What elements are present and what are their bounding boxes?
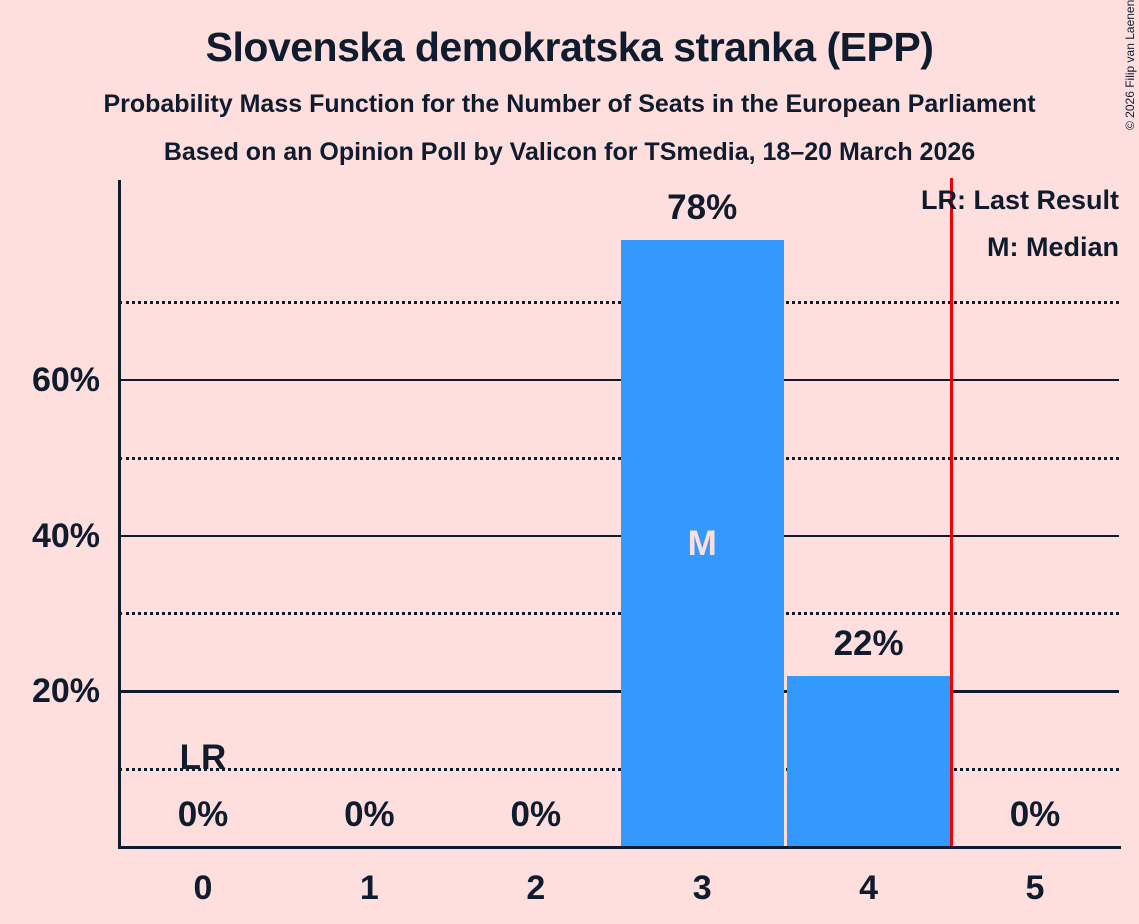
y-tick-label: 60% [31, 361, 100, 400]
y-axis [117, 180, 121, 847]
chart-subtitle: Probability Mass Function for the Number… [103, 90, 1036, 118]
last-result-line [950, 178, 954, 847]
bar-value-label: 22% [833, 623, 904, 663]
x-tick-label: 0 [193, 869, 213, 907]
chart-title: Slovenska demokratska stranka (EPP) [205, 24, 934, 70]
bar-value-label: 0% [177, 795, 229, 834]
chart-source-line: Based on an Opinion Poll by Valicon for … [163, 138, 976, 166]
legend-last-result: LR: Last Result [920, 185, 1119, 215]
x-tick-label: 3 [692, 869, 712, 907]
gridline-solid [119, 690, 1119, 693]
bar-value-label: 0% [510, 795, 562, 834]
gridline-solid [119, 534, 1119, 538]
bar [620, 240, 784, 847]
gridline-dotted [119, 456, 1119, 460]
y-tick-label: 40% [31, 516, 100, 555]
x-axis [117, 845, 1121, 849]
bar-value-label: 0% [344, 795, 395, 834]
bar-value-label: 78% [667, 188, 738, 228]
x-tick-label: 4 [859, 869, 879, 907]
x-tick-label: 5 [1025, 869, 1045, 907]
bar [787, 675, 951, 847]
x-tick-label: 2 [526, 869, 546, 907]
median-marker: M [687, 523, 717, 563]
gridline-dotted [119, 767, 1119, 771]
x-tick-label: 1 [359, 869, 379, 907]
legend-median: M: Median [987, 232, 1119, 262]
bar-value-label: 0% [1009, 795, 1061, 834]
last-result-label: LR [179, 738, 227, 778]
y-tick-label: 20% [31, 672, 100, 711]
gridline-dotted [119, 300, 1119, 304]
gridline-solid [119, 378, 1119, 382]
gridline-dotted [119, 612, 1119, 616]
